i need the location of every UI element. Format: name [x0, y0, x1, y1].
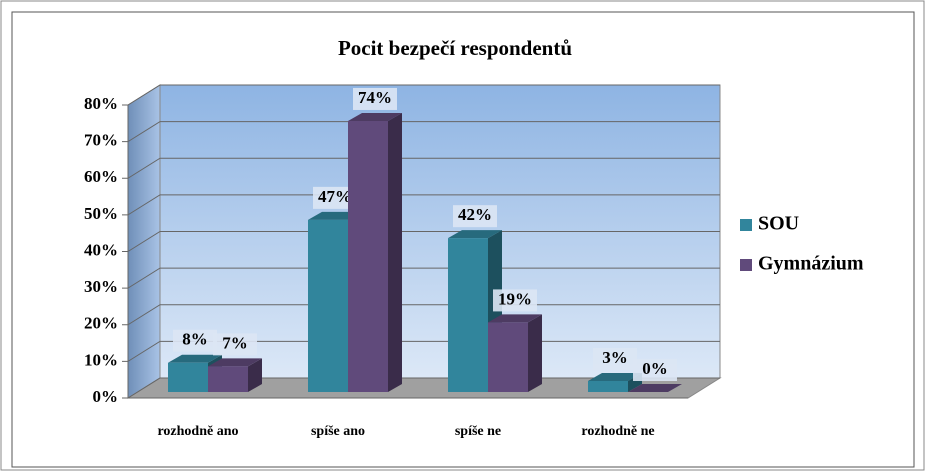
value-label: 74% — [358, 88, 392, 107]
x-tick-label: spíše ne — [454, 424, 502, 439]
bar-face — [308, 219, 348, 392]
value-label-box — [173, 329, 217, 352]
y-tick-label: 30% — [84, 277, 118, 296]
bar-face — [348, 112, 402, 121]
value-label: 7% — [222, 333, 248, 352]
y-tick-label: 20% — [84, 314, 118, 333]
bar — [588, 373, 642, 392]
bar-face — [588, 373, 642, 382]
value-label-box — [353, 87, 397, 110]
grid-line — [127, 267, 720, 289]
chart-frame — [11, 11, 915, 468]
x-tick-label: rozhodně ano — [157, 424, 239, 439]
bar-face — [488, 314, 542, 323]
value-label: 47% — [318, 187, 352, 206]
bar-face — [208, 358, 262, 367]
bar-face — [588, 381, 628, 392]
value-label: 42% — [458, 205, 492, 224]
legend-swatch — [740, 219, 752, 231]
chart-title: Pocit bezpečí respondentů — [338, 36, 572, 60]
y-tick-label: 0% — [93, 387, 119, 406]
value-label: 8% — [182, 330, 208, 349]
y-tick-label: 80% — [84, 94, 118, 113]
value-label: 0% — [642, 359, 668, 378]
x-tick-label: spíše ano — [310, 424, 366, 439]
bar-face — [248, 358, 262, 392]
bar — [628, 384, 682, 392]
value-label-box — [493, 289, 537, 312]
legend-swatch — [740, 259, 752, 271]
bar-face — [348, 120, 388, 392]
x-tick-label: rozhodně ne — [581, 424, 655, 439]
bar — [488, 314, 542, 392]
grid-line — [127, 194, 720, 216]
grid-line — [127, 121, 720, 143]
y-tick-label: 60% — [84, 167, 118, 186]
y-tick-label: 70% — [84, 131, 118, 150]
bar-face — [448, 230, 502, 239]
bar-face — [488, 322, 528, 392]
y-tick-label: 10% — [84, 350, 118, 369]
legend-label: SOU — [758, 213, 799, 235]
value-label-box — [213, 333, 257, 356]
bar-face — [448, 238, 488, 392]
value-label: 19% — [498, 289, 532, 308]
value-label-box — [313, 186, 357, 209]
value-label: 3% — [602, 348, 628, 367]
grid-line — [127, 84, 720, 106]
grid-line — [127, 157, 720, 179]
value-label-box — [593, 348, 637, 371]
bar-face — [628, 384, 682, 392]
bar-face — [168, 354, 222, 363]
bar-face — [528, 314, 542, 392]
bar — [208, 358, 262, 392]
y-tick-label: 50% — [84, 204, 118, 223]
bar — [348, 112, 402, 392]
value-label-box — [633, 359, 677, 381]
legend-label: Gymnázium — [758, 253, 864, 275]
bar-face — [388, 112, 402, 392]
value-label-box — [453, 205, 497, 228]
bar-face — [208, 366, 248, 392]
y-tick-label: 40% — [84, 240, 118, 259]
bar-face — [168, 362, 208, 392]
grid-line — [127, 231, 720, 252]
